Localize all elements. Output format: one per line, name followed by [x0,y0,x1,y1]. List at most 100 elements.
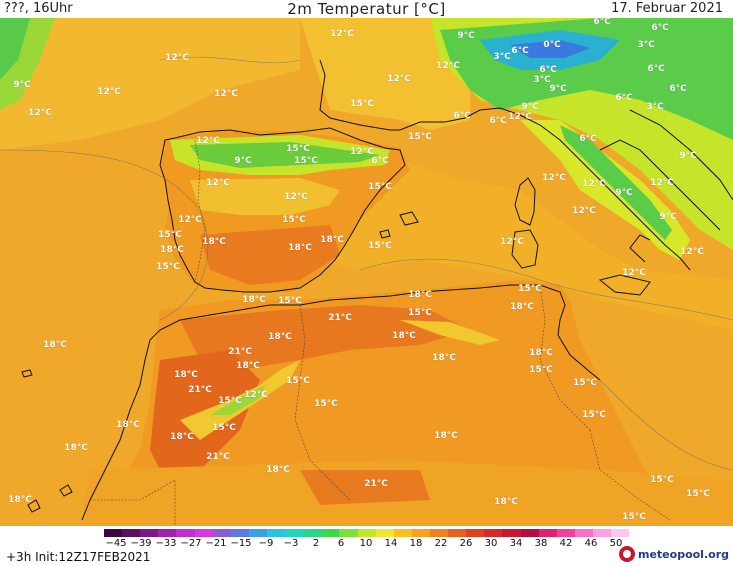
legend-tick-label: 22 [434,538,448,549]
temperature-label: 18°C [202,237,226,247]
temperature-label: 9°C [659,212,677,222]
legend-tick-label: 34 [509,538,523,549]
temperature-label: 15°C [278,296,302,306]
legend-swatch [194,529,213,537]
legend-swatch [574,529,593,537]
temperature-label: 12°C [350,147,374,157]
legend-swatch [556,529,575,537]
legend-swatch [176,529,195,537]
border-ma-dz [294,304,351,501]
temperature-label: 15°C [622,512,646,522]
legend-ticks: −45 −39 −33 −27 −21 −15 −9 −3 2 6 10 14 18 22 26 30 34 38… [104,538,629,552]
temperature-label: 18°C [8,495,32,505]
temperature-label: 18°C [43,340,67,350]
legend-tick-label: 18 [409,538,423,549]
isotherm-2 [359,258,733,321]
temperature-label: 6°C [579,134,597,144]
temperature-label: 12°C [680,247,704,257]
run-time-label: ???, 16Uhr [4,1,73,16]
temperature-label: 12°C [650,178,674,188]
legend-tick-label: −9 [258,538,274,549]
iberia-south-warm [200,225,340,285]
temperature-label: 12°C [244,390,268,400]
temperature-label: 12°C [196,136,220,146]
legend-swatch [104,529,123,537]
temperature-label: 15°C [573,378,597,388]
temperature-label: 18°C [160,245,184,255]
legend-swatch [429,529,449,537]
legend-swatch [140,529,159,537]
temperature-label: 21°C [364,479,388,489]
temperature-label: 15°C [350,99,374,109]
temperature-label: 9°C [549,84,567,94]
temperature-label: 9°C [457,31,475,41]
temperature-label: 12°C [178,215,202,225]
legend-swatch [266,529,286,537]
meteopool-logo[interactable]: meteopool.org [619,546,729,562]
temperature-label: 21°C [228,347,252,357]
temperature-label: 18°C [288,243,312,253]
temperature-label: 15°C [212,423,236,433]
temperature-label: 3°C [493,52,511,62]
legend-swatch [303,529,322,537]
temperature-label: 12°C [542,173,566,183]
temperature-label: 12°C [97,87,121,97]
legend-tick-label: 46 [584,538,598,549]
temperature-label: 9°C [521,102,539,112]
coast-balkans [629,109,733,201]
temperature-label: 15°C [529,365,553,375]
africa-warm [180,305,470,370]
temperature-label: 15°C [286,144,310,154]
temperature-label: 15°C [686,489,710,499]
legend-swatch [212,529,231,537]
temperature-label: 18°C [116,420,140,430]
temperature-label: 12°C [500,237,524,247]
sardinia [511,229,539,269]
temperature-label: 12°C [165,53,189,63]
temperature-label: 6°C [453,111,471,121]
border-dz-tn [539,284,591,431]
temperature-label: 21°C [206,452,230,462]
france-land [300,18,470,130]
legend-tick-label: −33 [155,538,177,549]
temperature-label: 3°C [533,75,551,85]
atlantic-north [0,18,300,150]
legend-tick-label: 42 [559,538,573,549]
temperature-label: 18°C [174,370,198,380]
temperature-label: 18°C [510,302,534,312]
legend-swatch [230,529,249,537]
border-pt-es [194,139,206,283]
temperature-label: 15°C [158,230,182,240]
sicily [598,274,651,296]
legend-tick-label: 6 [337,538,345,549]
temperature-label: 18°C [434,431,458,441]
temperature-label: 18°C [236,361,260,371]
med-sea [320,150,733,330]
temperature-label: 12°C [622,268,646,278]
temperature-label: 9°C [615,188,633,198]
temperature-label: 0°C [543,40,561,50]
border-ma-west [90,479,176,526]
border-dz-ly [589,429,671,521]
apennines [560,125,672,240]
temperature-label: 15°C [314,399,338,409]
temperature-label: 9°C [13,80,31,90]
logo-text: meteopool.org [638,547,729,561]
temperature-label: 6°C [669,84,687,94]
madeira [21,369,33,378]
temperature-label: 12°C [387,74,411,84]
legend-swatch [122,529,141,537]
coast-west-africa [81,339,151,521]
balearic-mallorca [399,211,419,226]
legend-swatch [357,529,376,537]
isotherm-4 [599,379,733,471]
temperature-label: 3°C [646,102,664,112]
atlantic-nw-edge [0,18,30,80]
legend-swatch [393,529,412,537]
italy-land [520,120,690,260]
legend-tick-label: −27 [180,538,202,549]
temperature-label: 12°C [330,29,354,39]
temperature-label: 15°C [218,396,242,406]
temperature-label: 6°C [593,17,611,27]
coast-africa [149,284,601,381]
